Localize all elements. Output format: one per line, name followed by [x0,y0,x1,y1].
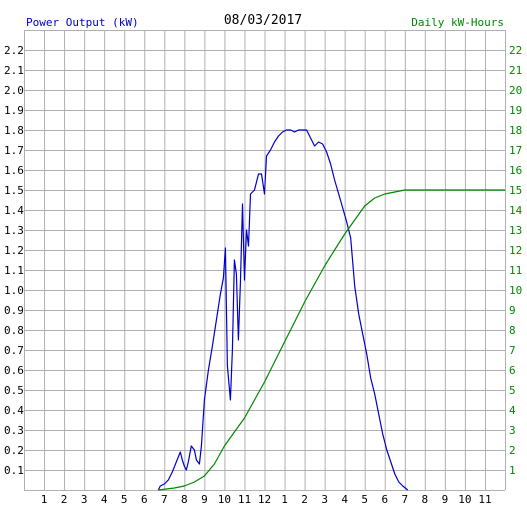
y-left-tick-label: 1.4 [4,204,24,217]
x-tick-label: 9 [442,493,449,506]
y-left-tick-label: 0.2 [4,444,24,457]
x-tick-label: 4 [341,493,348,506]
x-tick-label: 9 [201,493,208,506]
y-right-tick-label: 9 [509,304,516,317]
y-left-tick-label: 1.5 [4,184,24,197]
y-right-tick-label: 3 [509,424,516,437]
left-axis-title: Power Output (kW) [26,16,139,29]
y-left-tick-label: 0.4 [4,404,24,417]
y-left-tick-label: 0.3 [4,424,24,437]
y-right-tick-label: 16 [509,164,522,177]
y-right-tick-label: 21 [509,64,522,77]
x-tick-label: 7 [401,493,408,506]
y-right-tick-label: 11 [509,264,522,277]
x-tick-label: 7 [161,493,168,506]
y-left-tick-label: 0.5 [4,384,24,397]
y-right-tick-label: 7 [509,344,516,357]
x-tick-label: 5 [361,493,368,506]
y-left-tick-label: 2.2 [4,44,24,57]
grid-lines [24,30,506,491]
y-left-tick-label: 1.9 [4,104,24,117]
x-tick-label: 1 [281,493,288,506]
x-tick-label: 2 [61,493,68,506]
x-tick-label: 1 [41,493,48,506]
x-tick-label: 6 [141,493,148,506]
y-right-tick-label: 20 [509,84,522,97]
x-tick-label: 4 [101,493,108,506]
y-right-tick-label: 4 [509,404,516,417]
y-left-tick-label: 2.1 [4,64,24,77]
x-tick-label: 8 [422,493,429,506]
x-tick-label: 5 [121,493,128,506]
y-left-tick-label: 1.3 [4,224,24,237]
x-tick-label: 11 [478,493,491,506]
y-right-tick-label: 2 [509,444,516,457]
right-axis-title: Daily kW-Hours [411,16,504,29]
y-left-tick-label: 0.8 [4,324,24,337]
y-left-tick-label: 1.2 [4,244,24,257]
y-left-tick-label: 1.8 [4,124,24,137]
y-right-tick-label: 1 [509,464,516,477]
chart-title: 08/03/2017 [224,13,302,28]
x-tick-label: 10 [458,493,471,506]
x-tick-label: 3 [81,493,88,506]
x-tick-label: 10 [218,493,231,506]
y-left-tick-label: 0.6 [4,364,24,377]
y-left-tick-label: 1.0 [4,284,24,297]
x-tick-label: 11 [238,493,251,506]
y-right-tick-label: 14 [509,204,523,217]
y-right-tick-label: 15 [509,184,522,197]
x-tick-label: 8 [181,493,188,506]
y-right-tick-label: 13 [509,224,522,237]
y-left-tick-label: 2.0 [4,84,24,97]
daily-energy-line [158,189,505,491]
y-right-tick-label: 10 [509,284,522,297]
x-tick-label: 6 [381,493,388,506]
y-right-tick-label: 22 [509,44,522,57]
series-layer [157,129,505,491]
y-left-tick-label: 0.9 [4,304,24,317]
y-right-tick-label: 6 [509,364,516,377]
y-right-tick-label: 18 [509,124,522,137]
y-left-tick-label: 1.1 [4,264,24,277]
y-left-tick-label: 0.1 [4,464,24,477]
y-right-tick-label: 12 [509,244,522,257]
y-left-tick-label: 1.6 [4,164,24,177]
x-tick-label: 12 [258,493,271,506]
y-right-tick-label: 19 [509,104,522,117]
y-left-tick-label: 1.7 [4,144,24,157]
y-right-tick-label: 8 [509,324,516,337]
y-right-tick-label: 5 [509,384,516,397]
x-tick-label: 2 [301,493,308,506]
x-tick-label: 3 [321,493,328,506]
axis-labels: 0.1 0.2 0.3 0.4 0.5 0.6 0.7 0.8 0.9 1.0 1.1 1.2 1.3 1… [4,44,523,506]
y-right-tick-label: 17 [509,144,522,157]
y-left-tick-label: 0.7 [4,344,24,357]
power-output-line [157,129,409,491]
